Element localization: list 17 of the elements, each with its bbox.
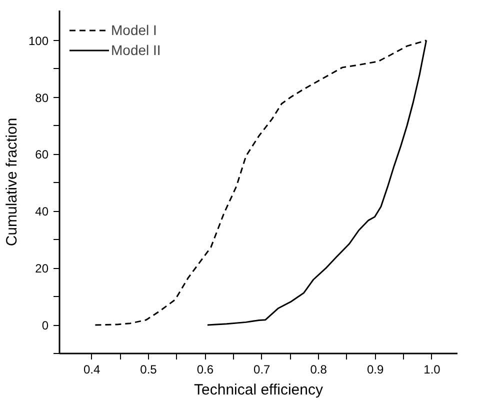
legend-label: Model II	[111, 42, 161, 58]
legend-label: Model I	[111, 22, 157, 38]
y-tick-label: 0	[42, 318, 49, 333]
x-tick-label: 0.9	[366, 362, 384, 376]
x-tick-label: 0.6	[196, 362, 214, 376]
y-tick-label: 60	[35, 148, 49, 162]
x-tick-label: 1.0	[424, 362, 441, 376]
y-tick-label: 100	[28, 34, 49, 48]
x-tick-label: 0.8	[310, 362, 328, 376]
x-tick-label: 0.7	[254, 362, 271, 376]
x-tick-label: 0.5	[140, 362, 158, 376]
x-tick-label: 0.4	[83, 362, 100, 376]
y-axis-title: Cumulative fraction	[3, 118, 20, 246]
y-tick-label: 40	[35, 204, 49, 219]
y-tick-label: 80	[35, 90, 49, 105]
y-tick-label: 20	[35, 262, 49, 276]
x-axis-title: Technical efficiency	[194, 382, 324, 398]
